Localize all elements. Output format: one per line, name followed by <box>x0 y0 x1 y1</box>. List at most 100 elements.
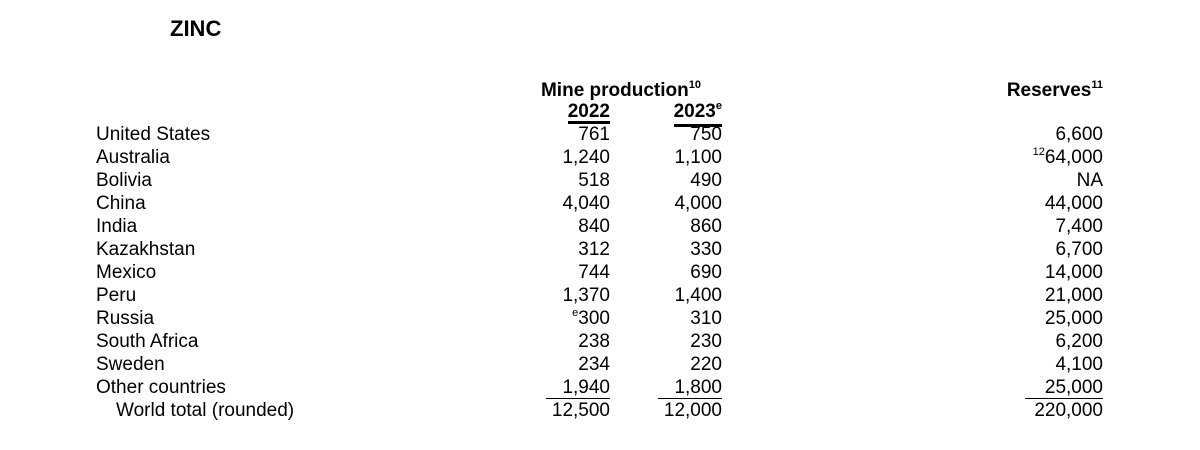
cell-text: 490 <box>690 170 722 191</box>
data-cell: NA <box>1025 170 1103 192</box>
cell-text: World total (rounded) <box>116 400 295 421</box>
footnote-mark: 12 <box>1032 146 1045 158</box>
data-cell: 690 <box>658 262 722 284</box>
data-cell: 1,400 <box>658 285 722 307</box>
footnote-mark: 11 <box>1091 79 1103 91</box>
cell-text: 12,000 <box>663 400 722 421</box>
cell-text: Reserves <box>1006 80 1092 101</box>
cell-text: Sweden <box>96 354 165 375</box>
data-cell: 1,370 <box>546 285 610 307</box>
cell-text: 1,400 <box>674 285 722 306</box>
data-cell: 1,100 <box>658 147 722 169</box>
row-label: Other countries <box>96 377 226 399</box>
cell-text: United States <box>96 124 211 145</box>
footnote-mark: e <box>715 100 722 112</box>
cell-text: 1,100 <box>674 147 722 168</box>
cell-text: 4,100 <box>1055 354 1103 375</box>
data-cell: 14,000 <box>1025 262 1103 284</box>
data-cell: 25,000 <box>1025 377 1103 399</box>
cell-text: Australia <box>96 147 170 168</box>
row-label: Mexico <box>96 262 156 284</box>
data-cell: 761 <box>546 124 610 146</box>
row-label: Bolivia <box>96 170 152 192</box>
data-cell: 220,000 <box>1025 400 1103 422</box>
data-cell: 744 <box>546 262 610 284</box>
data-cell: 1264,000 <box>1025 146 1103 171</box>
data-cell: 750 <box>658 124 722 146</box>
cell-text: 2022 <box>567 101 610 122</box>
data-cell: 518 <box>546 170 610 192</box>
cell-text: 744 <box>578 262 610 283</box>
row-label: Sweden <box>96 354 165 376</box>
cell-text: 310 <box>690 308 722 329</box>
row-label: Peru <box>96 285 136 307</box>
year-underline: 2022 <box>567 101 610 124</box>
row-label: China <box>96 193 146 215</box>
cell-text: 220 <box>690 354 722 375</box>
cell-text: Russia <box>96 308 155 329</box>
title: ZINC <box>170 16 222 41</box>
data-cell: 238 <box>546 331 610 353</box>
cell-text: 761 <box>578 124 610 145</box>
data-cell: 310 <box>658 308 722 330</box>
data-cell: 44,000 <box>1025 193 1103 215</box>
cell-text: 2023 <box>673 101 716 122</box>
cell-text: Kazakhstan <box>96 239 196 260</box>
cell-text: Other countries <box>96 377 226 398</box>
cell-text: 518 <box>578 170 610 191</box>
cell-text: 840 <box>578 216 610 237</box>
footnote-mark: e <box>572 307 579 319</box>
cell-text: 1,370 <box>562 285 610 306</box>
data-cell: 7,400 <box>1025 216 1103 238</box>
data-cell: 4,000 <box>658 193 722 215</box>
data-cell: 1,800 <box>658 377 722 399</box>
data-cell: 1,240 <box>546 147 610 169</box>
cell-text: Mine production <box>540 80 689 101</box>
cell-text: 21,000 <box>1044 285 1103 306</box>
data-cell: 4,100 <box>1025 354 1103 376</box>
data-cell: 4,040 <box>546 193 610 215</box>
data-cell: 6,600 <box>1025 124 1103 146</box>
data-cell: 12,500 <box>546 400 610 422</box>
cell-text: 6,200 <box>1055 331 1103 352</box>
data-cell: 490 <box>658 170 722 192</box>
year-underline: 2023e <box>673 100 722 127</box>
year-header: 2023e <box>632 100 722 127</box>
cell-text: Bolivia <box>96 170 152 191</box>
cell-text: 6,600 <box>1055 124 1103 145</box>
row-label: India <box>96 216 137 238</box>
cell-text: 64,000 <box>1044 147 1103 168</box>
data-cell: 21,000 <box>1025 285 1103 307</box>
data-cell: e300 <box>546 307 610 332</box>
cell-text: 25,000 <box>1044 308 1103 329</box>
cell-text: NA <box>1076 170 1103 191</box>
cell-text: 1,800 <box>674 377 722 398</box>
data-cell: 230 <box>658 331 722 353</box>
cell-text: 44,000 <box>1044 193 1103 214</box>
data-cell: 12,000 <box>658 400 722 422</box>
data-cell: 312 <box>546 239 610 261</box>
cell-text: 230 <box>690 331 722 352</box>
data-cell: 220 <box>658 354 722 376</box>
cell-text: 1,240 <box>562 147 610 168</box>
data-cell: 6,200 <box>1025 331 1103 353</box>
cell-text: 234 <box>578 354 610 375</box>
cell-text: 330 <box>690 239 722 260</box>
cell-text: Mexico <box>96 262 157 283</box>
cell-text: China <box>96 193 146 214</box>
cell-text: 4,000 <box>674 193 722 214</box>
row-label: Kazakhstan <box>96 239 195 261</box>
group-header: Mine production10 <box>520 79 722 104</box>
cell-text: 312 <box>578 239 610 260</box>
row-label: Australia <box>96 147 170 169</box>
cell-text: 690 <box>690 262 722 283</box>
cell-text: 4,040 <box>562 193 610 214</box>
data-cell: 840 <box>546 216 610 238</box>
footnote-mark: 10 <box>688 79 701 91</box>
cell-text: India <box>96 216 138 237</box>
row-label: World total (rounded) <box>116 400 294 422</box>
data-cell: 1,940 <box>546 377 610 399</box>
cell-text: 860 <box>690 216 722 237</box>
data-cell: 25,000 <box>1025 308 1103 330</box>
